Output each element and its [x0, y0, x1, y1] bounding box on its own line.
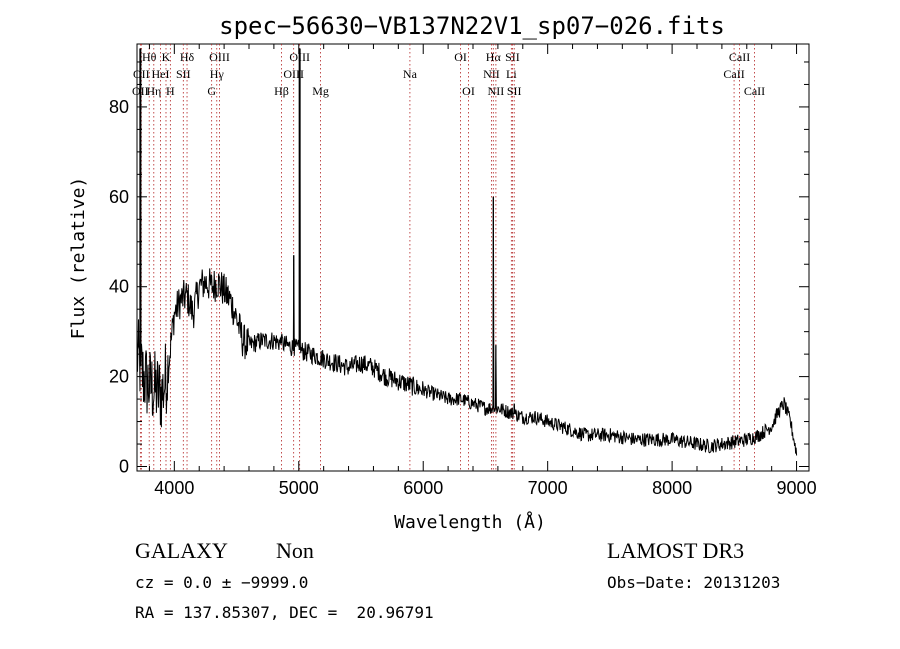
line-marker-label: OIII [283, 67, 304, 81]
object-subclass: Non [276, 538, 314, 563]
line-marker-label: CaII [729, 50, 750, 64]
coordinates: RA = 137.85307, DEC = 20.96791 [135, 603, 434, 622]
line-marker-label: OI [454, 50, 467, 64]
y-tick-label: 40 [109, 277, 129, 297]
line-marker-label: NII [483, 67, 500, 81]
line-marker-label: H [166, 84, 175, 98]
plot-frame [136, 43, 810, 472]
line-marker-label: Hα [486, 50, 502, 64]
line-marker-label: Hθ [142, 50, 157, 64]
x-axis-label: Wavelength (Å) [394, 511, 546, 533]
line-marker-label: OI [462, 84, 475, 98]
y-axis-ticks: 0 20 40 60 80 [109, 61, 809, 477]
line-marker-label: SII [505, 50, 520, 64]
line-marker-label: G [207, 84, 216, 98]
line-marker-label: SII [176, 67, 191, 81]
y-axis-label: Flux (relative) [68, 177, 89, 340]
obs-date: Obs−Date: 20131203 [607, 573, 781, 592]
line-marker-label: SII [507, 84, 522, 98]
x-tick-label: 5000 [279, 478, 319, 498]
survey-name: LAMOST DR3 [607, 538, 745, 563]
line-marker-label: OIII [209, 50, 230, 64]
line-marker-label: Hβ [274, 84, 289, 98]
line-marker-label: Li [506, 67, 517, 81]
line-marker-label: CaII [744, 84, 765, 98]
x-tick-label: 9000 [777, 478, 817, 498]
spectrum-line [136, 48, 798, 456]
chart-title: spec−56630−VB137N22V1_sp07−026.fits [219, 12, 725, 40]
y-tick-label: 60 [109, 187, 129, 207]
line-marker-label: K [162, 50, 171, 64]
y-tick-label: 80 [109, 97, 129, 117]
line-marker-label: Na [403, 67, 418, 81]
x-axis-ticks: 4000 5000 6000 7000 8000 9000 [148, 44, 817, 498]
x-tick-label: 7000 [528, 478, 568, 498]
line-marker-label: Hδ [180, 50, 195, 64]
x-tick-label: 6000 [403, 478, 443, 498]
line-markers: OIIOIIHθHηHeIKHSIIHδGHγOIIIHβOIIIOIIIMgN… [132, 44, 765, 471]
line-marker-label: Hγ [210, 67, 225, 81]
redshift-cz: cz = 0.0 ± −9999.0 [135, 573, 309, 592]
line-marker-label: NII [488, 84, 505, 98]
y-tick-label: 20 [109, 367, 129, 387]
line-marker-label: Hη [146, 84, 161, 98]
x-tick-label: 4000 [154, 478, 194, 498]
object-class: GALAXY [135, 538, 228, 563]
line-marker-label: CaII [723, 67, 744, 81]
line-marker-label: Mg [312, 84, 329, 98]
y-tick-label: 0 [119, 457, 129, 477]
x-tick-label: 8000 [652, 478, 692, 498]
line-marker-label: HeI [152, 67, 170, 81]
